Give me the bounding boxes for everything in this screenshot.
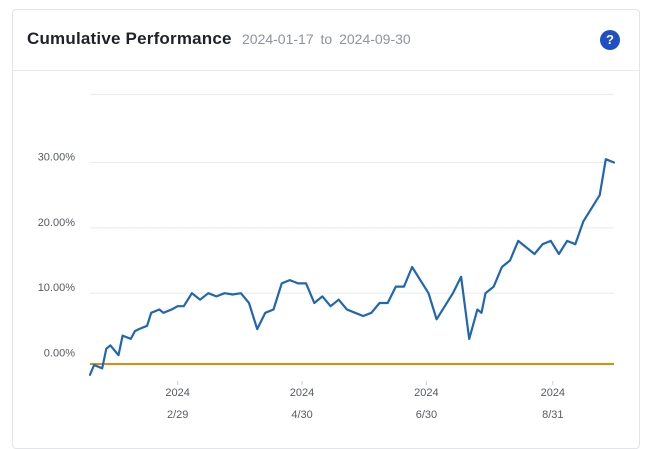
series-line (88, 158, 616, 376)
date-range: 2024-01-17 to 2024-09-30 (242, 31, 411, 47)
help-icon[interactable]: ? (600, 30, 620, 50)
x-axis: 2024 2/29 2024 4/30 2024 6/30 2024 8/31 (165, 381, 565, 421)
y-tick-label: 20.00% (38, 217, 76, 229)
x-tick-label: 8/31 (542, 409, 563, 421)
x-tick-label: 4/30 (291, 409, 312, 421)
x-tick-year: 2024 (290, 387, 314, 399)
y-axis: 0.00% 10.00% 20.00% 30.00% (38, 152, 76, 360)
line-layer (88, 158, 616, 376)
y-tick-label: 0.00% (44, 348, 75, 360)
x-tick-year: 2024 (165, 387, 189, 399)
card-header: Cumulative Performance 2024-01-17 to 202… (13, 10, 639, 71)
x-tick-label: 6/30 (416, 409, 437, 421)
chart-title: Cumulative Performance (27, 29, 232, 48)
performance-card: Cumulative Performance 2024-01-17 to 202… (12, 9, 640, 449)
y-tick-label: 10.00% (38, 282, 76, 294)
date-separator: to (320, 31, 333, 47)
date-start: 2024-01-17 (242, 31, 314, 47)
y-tick-label: 30.00% (38, 152, 76, 164)
date-end: 2024-09-30 (339, 31, 411, 47)
x-tick-label: 2/29 (167, 409, 188, 421)
x-tick-year: 2024 (414, 387, 438, 399)
grid-layer (90, 94, 614, 294)
x-tick-year: 2024 (541, 387, 565, 399)
